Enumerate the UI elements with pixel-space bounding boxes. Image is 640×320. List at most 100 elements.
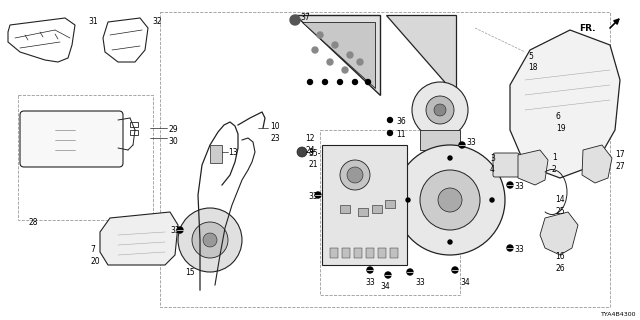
Text: 21: 21 <box>308 160 317 169</box>
Polygon shape <box>582 145 612 183</box>
Circle shape <box>365 79 371 84</box>
Circle shape <box>406 198 410 202</box>
Polygon shape <box>302 22 375 88</box>
FancyBboxPatch shape <box>322 145 407 265</box>
Bar <box>330 248 338 258</box>
Circle shape <box>387 131 392 135</box>
Bar <box>210 145 222 163</box>
Text: 35-: 35- <box>308 149 321 158</box>
Text: 3: 3 <box>490 154 495 163</box>
Bar <box>342 248 350 258</box>
Circle shape <box>178 208 242 272</box>
Circle shape <box>332 42 338 48</box>
Circle shape <box>367 267 373 273</box>
Polygon shape <box>100 212 178 265</box>
Text: 13: 13 <box>228 148 237 157</box>
Bar <box>390 248 398 258</box>
Text: 24: 24 <box>305 146 315 155</box>
Circle shape <box>323 79 328 84</box>
FancyBboxPatch shape <box>20 111 123 167</box>
Circle shape <box>438 188 462 212</box>
Circle shape <box>490 198 494 202</box>
Circle shape <box>177 227 183 233</box>
Text: 26: 26 <box>555 264 564 273</box>
Text: 29: 29 <box>168 125 178 134</box>
Circle shape <box>507 182 513 188</box>
Text: 34: 34 <box>380 282 390 291</box>
Circle shape <box>434 104 446 116</box>
Text: 1: 1 <box>552 153 557 162</box>
Circle shape <box>315 192 321 198</box>
Text: 7: 7 <box>90 245 95 254</box>
Text: 2: 2 <box>552 165 557 174</box>
Circle shape <box>459 142 465 148</box>
Text: 8: 8 <box>308 148 313 157</box>
Circle shape <box>407 269 413 275</box>
Bar <box>130 122 138 127</box>
Bar <box>130 130 138 135</box>
Circle shape <box>395 145 505 255</box>
Bar <box>358 208 368 216</box>
Circle shape <box>290 15 300 25</box>
Bar <box>320 130 460 295</box>
Circle shape <box>317 32 323 38</box>
Text: 33: 33 <box>514 245 524 254</box>
Text: 18: 18 <box>528 63 538 72</box>
Circle shape <box>347 167 363 183</box>
Text: 33: 33 <box>308 192 317 201</box>
Text: 23: 23 <box>270 134 280 143</box>
Text: 36: 36 <box>396 117 406 126</box>
Text: 14: 14 <box>555 195 564 204</box>
Text: 34: 34 <box>460 278 470 287</box>
Text: 25: 25 <box>555 207 564 216</box>
Text: 33: 33 <box>170 226 180 235</box>
Text: 12: 12 <box>305 134 314 143</box>
Text: 32: 32 <box>152 17 162 26</box>
Circle shape <box>385 272 391 278</box>
Bar <box>385 200 395 208</box>
Bar <box>354 248 362 258</box>
Bar <box>340 205 350 213</box>
Circle shape <box>353 79 358 84</box>
Circle shape <box>342 67 348 73</box>
Bar <box>372 205 382 213</box>
Circle shape <box>426 96 454 124</box>
Text: 20: 20 <box>90 257 100 266</box>
FancyBboxPatch shape <box>493 153 519 177</box>
Circle shape <box>340 160 370 190</box>
Circle shape <box>387 117 392 123</box>
Circle shape <box>507 245 513 251</box>
Text: 33: 33 <box>466 138 476 147</box>
Bar <box>420 130 460 150</box>
Text: 27: 27 <box>615 162 625 171</box>
Bar <box>160 12 610 307</box>
Text: 16: 16 <box>555 252 564 261</box>
Text: 37: 37 <box>300 13 310 22</box>
Circle shape <box>192 222 228 258</box>
Text: 5: 5 <box>528 52 533 61</box>
Circle shape <box>347 52 353 58</box>
Text: 19: 19 <box>556 124 566 133</box>
Text: FR.: FR. <box>579 23 596 33</box>
Text: 31: 31 <box>88 17 98 26</box>
Circle shape <box>448 240 452 244</box>
Text: 28: 28 <box>28 218 38 227</box>
Polygon shape <box>295 15 380 95</box>
Polygon shape <box>518 150 548 185</box>
Bar <box>378 248 386 258</box>
Circle shape <box>448 156 452 160</box>
Bar <box>18 95 153 220</box>
Circle shape <box>412 82 468 138</box>
Circle shape <box>420 170 480 230</box>
Circle shape <box>327 59 333 65</box>
Polygon shape <box>386 15 456 95</box>
Text: 15: 15 <box>185 268 195 277</box>
Circle shape <box>452 267 458 273</box>
Text: 33: 33 <box>415 278 425 287</box>
Text: 17: 17 <box>615 150 625 159</box>
Circle shape <box>307 79 312 84</box>
Circle shape <box>357 59 363 65</box>
Circle shape <box>312 47 318 53</box>
Bar <box>366 248 374 258</box>
Circle shape <box>297 147 307 157</box>
